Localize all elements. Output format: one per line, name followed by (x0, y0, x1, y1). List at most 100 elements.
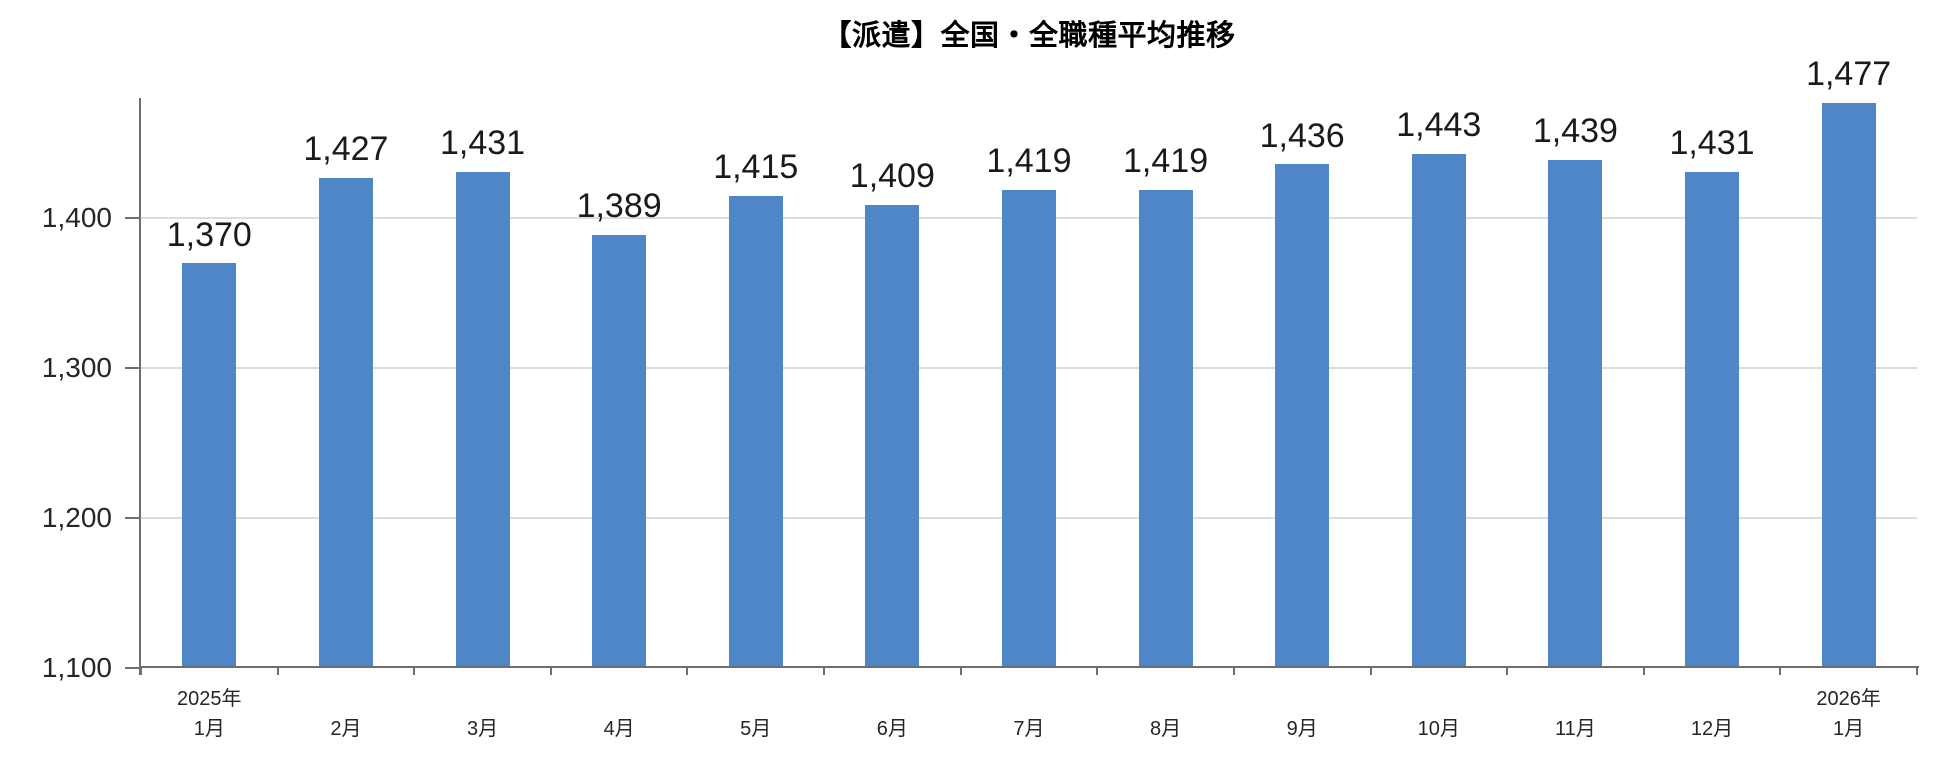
y-tick-label: 1,400 (41, 202, 112, 233)
bar-cell: 1,409 (824, 98, 961, 668)
chart-title: 【派遣】全国・全職種平均推移 (822, 20, 1236, 52)
x-axis-tick (1642, 668, 1645, 675)
x-month-label: 11月 (1555, 718, 1596, 740)
x-category-label: 2026年 1月 (1780, 686, 1917, 742)
x-month-label: 7月 (1013, 718, 1045, 740)
x-month-label: 9月 (1286, 718, 1318, 740)
bar (318, 177, 373, 666)
bar (1685, 171, 1739, 666)
bar-cell: 1,436 (1234, 98, 1371, 668)
x-year-label (1644, 686, 1781, 716)
bar-cell: 1,431 (414, 98, 551, 668)
bar-value-label: 1,419 (1123, 142, 1209, 181)
bar-cell: 1,370 (141, 98, 278, 668)
x-category-label: 2月 (278, 686, 415, 742)
y-axis-tick (125, 517, 139, 519)
x-axis-tick (413, 668, 416, 675)
x-axis-tick (549, 668, 552, 675)
x-category-label: 11月 (1507, 686, 1644, 742)
bar (1275, 164, 1330, 666)
bar-cell: 1,427 (278, 98, 415, 668)
x-category-label: 5月 (687, 686, 824, 742)
x-axis-tick (959, 668, 962, 675)
x-year-label: 2026年 (1816, 688, 1881, 710)
bar-value-label: 1,477 (1806, 55, 1892, 94)
bar (455, 171, 510, 666)
bar-cell: 1,419 (1097, 98, 1234, 668)
x-axis-tick (140, 668, 142, 675)
x-year-label (1370, 686, 1507, 716)
x-axis-tick (1096, 668, 1099, 675)
y-axis-tick (125, 367, 139, 369)
bar-value-label: 1,439 (1532, 112, 1618, 151)
bar (1411, 153, 1466, 666)
x-month-label: 12月 (1690, 718, 1734, 740)
bar-value-label: 1,389 (576, 187, 662, 226)
bar-value-label: 1,419 (986, 142, 1072, 181)
x-year-label: 2025年 (177, 688, 242, 710)
x-axis-line (139, 666, 1919, 668)
bar (1138, 189, 1193, 666)
bar-value-label: 1,427 (303, 130, 389, 169)
y-axis-line (139, 98, 141, 675)
bar-value-label: 1,443 (1396, 106, 1482, 145)
x-category-label: 9月 (1234, 686, 1371, 742)
x-year-label (278, 686, 415, 716)
bar-cell: 1,439 (1507, 98, 1644, 668)
x-year-label (414, 686, 551, 716)
x-category-label: 3月 (414, 686, 551, 742)
bar-cell: 1,443 (1370, 98, 1507, 668)
bar-cell: 1,389 (551, 98, 688, 668)
x-year-label (687, 686, 824, 716)
x-axis-tick (686, 668, 689, 675)
y-tick-label: 1,200 (41, 502, 112, 533)
x-category-label: 10月 (1370, 686, 1507, 742)
bar-cell: 1,477 (1780, 55, 1917, 668)
bar (1548, 159, 1603, 666)
bar (1821, 102, 1876, 666)
x-month-label: 3月 (466, 718, 499, 740)
x-category-label: 4月 (551, 686, 688, 742)
x-month-label: 2月 (330, 718, 362, 740)
x-axis-tick (1779, 668, 1782, 675)
y-tick-label: 1,300 (41, 352, 112, 383)
y-axis-tick (125, 217, 139, 219)
y-tick-label: 1,100 (41, 652, 112, 683)
bar (728, 195, 783, 666)
bar-value-label: 1,415 (713, 148, 799, 187)
x-month-label: 4月 (603, 718, 635, 740)
x-category-label: 7月 (961, 686, 1098, 742)
x-axis-tick (276, 668, 279, 675)
x-month-label: 10月 (1417, 718, 1460, 740)
x-axis-tick (1506, 668, 1509, 675)
bar-value-label: 1,370 (166, 215, 252, 254)
x-month-label: 6月 (876, 718, 908, 740)
x-month-label: 5月 (740, 718, 772, 740)
bar-value-label: 1,431 (1669, 124, 1755, 163)
bar-cell: 1,415 (687, 98, 824, 668)
bar-value-label: 1,436 (1259, 116, 1345, 155)
x-axis-tick (1232, 668, 1235, 675)
x-category-label: 6月 (824, 686, 961, 742)
x-month-label: 1月 (193, 718, 225, 740)
x-category-label: 8月 (1097, 686, 1234, 742)
x-year-label (1234, 686, 1371, 716)
x-year-label (961, 686, 1098, 716)
bar-series: 1,370 1,427 1,431 1,389 1,415 1,409 1,419 1,419… (141, 55, 1917, 668)
x-axis-tick (1369, 668, 1372, 675)
x-month-label: 1月 (1833, 718, 1865, 740)
bar (182, 263, 237, 666)
plot-area: 1,370 1,427 1,431 1,389 1,415 1,409 1,419 1,419… (125, 55, 1919, 675)
x-axis-tick (823, 668, 826, 675)
bar-cell: 1,431 (1644, 98, 1781, 668)
bar-value-label: 1,431 (439, 124, 526, 163)
x-month-label: 8月 (1150, 718, 1182, 740)
x-category-label: 12月 (1644, 686, 1781, 742)
x-axis-tick (1916, 668, 1918, 675)
bar-value-label: 1,409 (849, 157, 935, 196)
x-year-label (1507, 686, 1644, 716)
bar (1001, 189, 1056, 666)
bar-cell: 1,419 (961, 98, 1098, 668)
x-axis-labels: 2025年 1月 2月 3月 4月 5月 6月 7月 8月 9月 10月 11月 12月 2026年 1月 (141, 686, 1917, 742)
